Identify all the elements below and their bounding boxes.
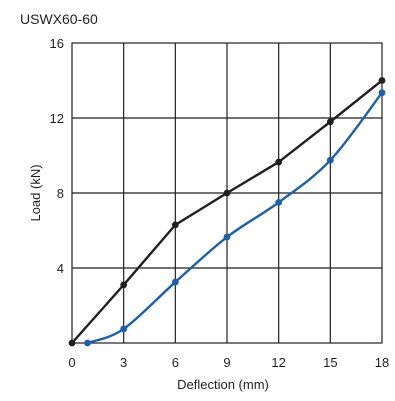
data-point — [223, 233, 231, 241]
data-point — [171, 278, 179, 286]
data-point — [120, 281, 128, 289]
data-point — [120, 325, 128, 333]
data-point — [275, 158, 283, 166]
data-point — [223, 189, 231, 197]
y-tick-label: 12 — [50, 111, 64, 126]
data-point — [326, 118, 334, 126]
grid — [71, 42, 383, 344]
y-tick-label: 4 — [57, 261, 64, 276]
x-tick-label: 12 — [271, 355, 285, 370]
data-point — [171, 221, 179, 229]
x-tick-label: 15 — [323, 355, 337, 370]
series-2 — [84, 89, 386, 347]
data-point — [378, 89, 386, 97]
series-group — [68, 77, 386, 347]
chart-title: USWX60-60 — [20, 11, 98, 27]
y-tick-label: 16 — [50, 36, 64, 51]
x-tick-label: 6 — [172, 355, 179, 370]
x-tick-label: 0 — [68, 355, 75, 370]
x-tick-label: 3 — [120, 355, 127, 370]
y-axis-ticks: 4 8 12 16 — [50, 36, 64, 276]
data-point — [68, 339, 76, 347]
y-axis-label: Load (kN) — [28, 164, 43, 221]
x-tick-label: 18 — [375, 355, 389, 370]
data-point — [326, 156, 334, 164]
data-point — [84, 339, 91, 347]
x-axis-ticks: 0 3 6 9 12 15 18 — [68, 355, 389, 370]
data-point — [275, 198, 283, 206]
x-tick-label: 9 — [223, 355, 230, 370]
series-1 — [68, 77, 386, 347]
series-line — [87, 91, 383, 345]
x-axis-label: Deflection (mm) — [177, 377, 269, 392]
data-point — [378, 77, 386, 84]
plot-frame — [71, 42, 383, 344]
y-tick-label: 8 — [57, 186, 64, 201]
